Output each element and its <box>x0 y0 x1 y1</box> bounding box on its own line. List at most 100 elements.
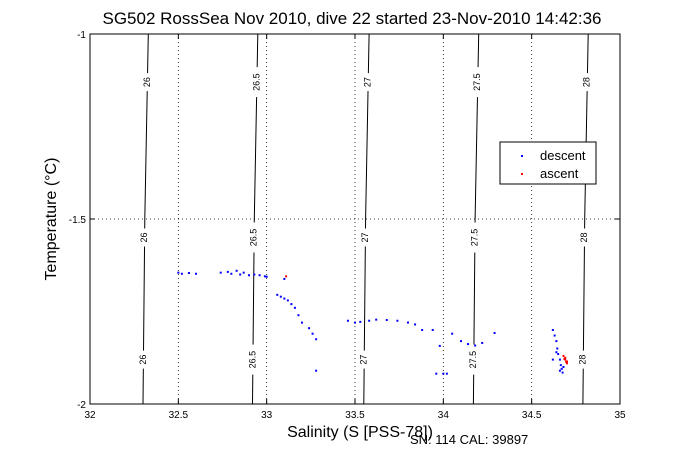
data-point-descent <box>253 273 256 276</box>
legend: descent ascent <box>499 141 597 185</box>
x-tick-label: 32 <box>84 410 96 421</box>
contour-label: 28 <box>578 355 588 365</box>
density-contour-line <box>363 33 370 405</box>
data-point-descent <box>293 306 296 309</box>
data-point-ascent <box>562 354 565 357</box>
data-point-descent <box>414 323 417 326</box>
data-point-descent <box>239 273 242 276</box>
contour-label: 26.5 <box>247 351 257 369</box>
y-axis-ticks: -2 -1.5 -1 <box>69 30 620 411</box>
contour-label: 27.5 <box>468 351 478 369</box>
data-point-descent <box>258 274 261 277</box>
y-tick-label: -1 <box>77 30 86 41</box>
contour-label-bg <box>250 67 263 98</box>
contour-label-bg <box>358 350 371 369</box>
contour-label-bg <box>141 73 154 92</box>
contour-label-bg <box>471 67 484 98</box>
x-tick-label: 34 <box>438 410 450 421</box>
data-point-descent <box>445 372 448 375</box>
data-point-descent <box>219 271 222 274</box>
data-point-descent <box>421 329 424 331</box>
data-point-descent <box>460 340 462 343</box>
x-axis-label: Salinity (S [PSS-78]) <box>287 424 433 441</box>
data-point-descent <box>396 319 399 322</box>
data-point-descent <box>180 272 183 275</box>
data-point-descent <box>195 272 197 275</box>
data-point-descent <box>235 269 238 272</box>
data-point-descent <box>555 351 558 354</box>
data-point-descent <box>561 371 564 374</box>
y-tick-label: -2 <box>77 400 86 411</box>
contour-label-bg <box>359 228 372 247</box>
data-point-descent <box>276 293 279 296</box>
x-axis-ticks: 32 32.5 33 33.5 34 34.5 35 <box>84 34 626 421</box>
contour-label-bg <box>138 228 151 247</box>
data-point-descent <box>474 344 477 347</box>
data-point-descent <box>242 271 245 274</box>
contour-label: 26 <box>142 77 152 87</box>
data-point-descent <box>558 369 561 372</box>
data-point-descent <box>226 270 229 273</box>
data-point-descent <box>263 275 266 278</box>
contour-label-bg <box>137 350 150 369</box>
data-point-descent <box>451 332 454 335</box>
data-point-descent <box>481 341 484 344</box>
data-point-descent <box>283 297 286 300</box>
contour-label-bg <box>362 73 375 92</box>
data-point-descent <box>551 329 554 331</box>
contour-label-bg <box>468 222 481 253</box>
data-point-descent <box>290 303 293 306</box>
data-point-descent <box>283 277 286 280</box>
legend-label-ascent: ascent <box>540 166 579 181</box>
data-point-descent <box>230 272 233 275</box>
data-point-descent <box>297 314 300 317</box>
contour-label: 26 <box>138 355 148 365</box>
contour-label: 27.5 <box>472 73 482 91</box>
legend-box <box>499 141 597 185</box>
data-point-descent <box>346 319 349 322</box>
y-axis-label: Temperature (°C) <box>43 158 60 281</box>
data-point-ascent <box>285 275 288 278</box>
contour-label: 27 <box>359 355 369 365</box>
contour-label: 27 <box>360 232 370 242</box>
data-point-descent <box>248 274 250 277</box>
data-point-descent <box>431 329 434 331</box>
data-point-descent <box>558 358 561 361</box>
contour-label-bg <box>577 350 590 369</box>
x-tick-label: 33 <box>261 410 273 421</box>
data-point-descent <box>375 318 378 321</box>
data-point-descent <box>311 332 314 335</box>
data-point-descent <box>556 347 559 350</box>
data-point-descent <box>308 327 311 330</box>
data-point-descent <box>467 343 470 346</box>
grid-lines <box>90 34 620 404</box>
contour-label-bg <box>581 73 594 92</box>
contour-label: 27.5 <box>469 229 479 247</box>
legend-marker-ascent <box>521 173 523 175</box>
data-point-descent <box>562 366 565 368</box>
contour-label: 26.5 <box>248 229 258 247</box>
data-point-descent <box>301 321 303 324</box>
x-tick-label: 32.5 <box>169 410 189 421</box>
x-tick-label: 34.5 <box>522 410 542 421</box>
data-points <box>177 269 568 375</box>
data-point-descent <box>553 334 556 337</box>
legend-marker-descent <box>521 155 523 157</box>
data-point-descent <box>354 321 356 324</box>
contour-label-bg <box>248 222 261 253</box>
data-point-descent <box>557 353 560 356</box>
contour-label: 28 <box>582 77 592 87</box>
legend-label-descent: descent <box>540 148 586 163</box>
data-point-descent <box>368 319 371 322</box>
data-point-descent <box>407 321 409 324</box>
data-point-descent <box>551 358 554 361</box>
data-point-descent <box>177 271 180 274</box>
data-point-descent <box>187 272 190 275</box>
data-point-ascent <box>563 357 566 360</box>
data-point-descent <box>442 372 445 375</box>
data-point-descent <box>286 299 289 302</box>
data-point-ascent <box>564 356 567 359</box>
footer-serial-cal: SN: 114 CAL: 39897 <box>410 432 528 447</box>
contour-label: 26 <box>139 232 149 242</box>
